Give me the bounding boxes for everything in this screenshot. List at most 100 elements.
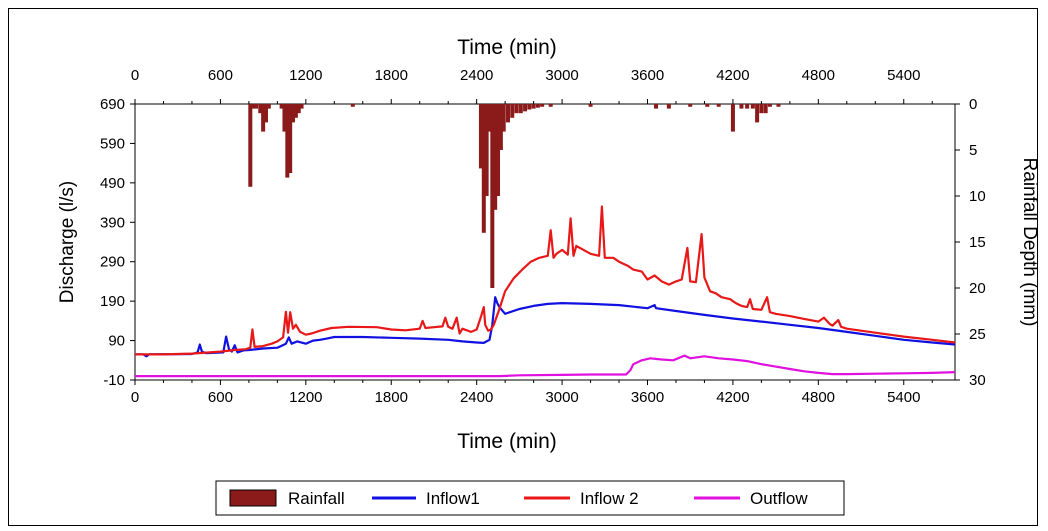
series-line-outflow bbox=[135, 354, 956, 378]
rainfall-bar bbox=[514, 104, 519, 114]
rainfall-bar bbox=[282, 104, 287, 132]
rainfall-bar bbox=[730, 104, 735, 132]
rainfall-bar bbox=[739, 104, 744, 109]
x-tick-label-top: 5400 bbox=[887, 67, 920, 84]
rainfall-bar bbox=[518, 104, 523, 114]
rainfall-bar bbox=[745, 104, 750, 109]
x-tick-label-bottom: 3000 bbox=[545, 389, 578, 406]
legend-inflow2-label: Inflow 2 bbox=[580, 489, 639, 508]
rainfall-bar bbox=[588, 104, 593, 107]
rainfall-bar bbox=[496, 104, 501, 196]
y-left-tick-label: 190 bbox=[100, 293, 125, 310]
x-tick-label-bottom: 2400 bbox=[460, 389, 493, 406]
x-tick-label-bottom: 4200 bbox=[716, 389, 749, 406]
y-right-tick-label: 30 bbox=[969, 372, 986, 389]
chart-frame bbox=[8, 8, 1038, 526]
x-tick-label-bottom: 4800 bbox=[802, 389, 835, 406]
x-tick-label-top: 600 bbox=[208, 67, 233, 84]
rainfall-bar bbox=[755, 104, 760, 123]
rainfall-bar bbox=[759, 104, 764, 114]
rainfall-bar bbox=[288, 104, 293, 173]
x-tick-label-top: 1800 bbox=[375, 67, 408, 84]
legend: Rainfall Inflow1 Inflow 2 Outflow bbox=[215, 480, 845, 516]
series-line-inflow1 bbox=[135, 296, 956, 358]
rainfall-bar bbox=[505, 104, 510, 123]
y-right-tick-label: 5 bbox=[969, 142, 977, 159]
x-axis-title-top: Time (min) bbox=[457, 36, 557, 59]
y-right-tick-label: 20 bbox=[969, 280, 986, 297]
rainfall-bar bbox=[266, 104, 271, 109]
rainfall-bar bbox=[296, 104, 301, 114]
y-left-tick-label: 690 bbox=[100, 96, 125, 113]
rainfall-bar bbox=[299, 104, 304, 109]
rainfall-bar bbox=[666, 104, 671, 109]
series-line-inflow2 bbox=[135, 205, 956, 356]
rainfall-bar bbox=[776, 104, 781, 107]
y-left-tick-label: 90 bbox=[108, 333, 125, 350]
x-tick-label-top: 4200 bbox=[716, 67, 749, 84]
y-right-tick-label: 15 bbox=[969, 234, 986, 251]
x-tick-label-bottom: 3600 bbox=[631, 389, 664, 406]
y-right-tick-label: 25 bbox=[969, 326, 986, 343]
x-tick-label-bottom: 5400 bbox=[887, 389, 920, 406]
rainfall-bar bbox=[535, 104, 540, 108]
x-tick-label-top: 3600 bbox=[631, 67, 664, 84]
x-tick-label-top: 1200 bbox=[289, 67, 322, 84]
rainfall-bar bbox=[490, 104, 495, 288]
rainfall-bar bbox=[285, 104, 290, 178]
rainfall-bar bbox=[481, 104, 486, 233]
rainfall-bar bbox=[350, 104, 355, 107]
rainfall-bar bbox=[688, 104, 693, 107]
legend-rainfall-swatch bbox=[229, 489, 277, 507]
x-tick-label-bottom: 600 bbox=[208, 389, 233, 406]
rainfall-bar bbox=[254, 104, 259, 109]
rainfall-bar bbox=[705, 104, 710, 107]
rainfall-bar bbox=[527, 104, 532, 110]
x-tick-label-top: 2400 bbox=[460, 67, 493, 84]
rainfall-bar bbox=[763, 104, 768, 114]
y-axis-title-right: Rainfall Depth (mm) bbox=[1019, 158, 1040, 327]
y-left-tick-label: 590 bbox=[100, 135, 125, 152]
rainfall-bar bbox=[478, 104, 483, 169]
rainfall-bar bbox=[510, 104, 515, 118]
rainfall-bar bbox=[523, 104, 528, 112]
rainfall-bar bbox=[279, 104, 284, 109]
rainfall-bar bbox=[531, 104, 536, 109]
plot-axes bbox=[130, 99, 960, 385]
x-tick-label-top: 0 bbox=[131, 67, 139, 84]
x-tick-label-bottom: 1800 bbox=[375, 389, 408, 406]
x-tick-label-top: 4800 bbox=[802, 67, 835, 84]
rainfall-bar bbox=[251, 104, 256, 109]
y-left-tick-label: 490 bbox=[100, 175, 125, 192]
rainfall-bar bbox=[291, 104, 296, 123]
y-axis-title-left: Discharge (l/s) bbox=[57, 181, 78, 303]
rainfall-bar bbox=[654, 104, 659, 109]
legend-outflow-label: Outflow bbox=[750, 489, 808, 508]
y-left-tick-label: 390 bbox=[100, 214, 125, 231]
rainfall-bar bbox=[484, 104, 489, 196]
rainfall-bar bbox=[293, 104, 298, 118]
rainfall-bar bbox=[498, 104, 503, 150]
rainfall-bar bbox=[716, 104, 721, 107]
rainfall-bar bbox=[767, 104, 772, 107]
discharge-series bbox=[135, 205, 956, 378]
rainfall-bar bbox=[540, 104, 545, 107]
y-left-tick-label: -10 bbox=[103, 372, 125, 389]
rainfall-bar bbox=[501, 104, 506, 132]
y-right-tick-label: 10 bbox=[969, 188, 986, 205]
rainfall-bar bbox=[750, 104, 755, 109]
x-tick-label-bottom: 1200 bbox=[289, 389, 322, 406]
y-left-tick-label: 290 bbox=[100, 254, 125, 271]
x-tick-label-top: 3000 bbox=[545, 67, 578, 84]
x-tick-label-bottom: 0 bbox=[131, 389, 139, 406]
tick-labels: 0 0 600 600 1200 1200 1800 1800 2400 2400 3000 3000… bbox=[100, 67, 986, 406]
x-axis-title-bottom: Time (min) bbox=[457, 430, 557, 453]
legend-inflow1-label: Inflow1 bbox=[426, 489, 480, 508]
rainfall-bar bbox=[548, 104, 553, 107]
legend-rainfall-label: Rainfall bbox=[288, 489, 345, 508]
rainfall-bar bbox=[493, 104, 498, 210]
rainfall-bar bbox=[258, 104, 263, 114]
rainfall-bar bbox=[248, 104, 253, 187]
rainfall-bar bbox=[261, 104, 266, 132]
